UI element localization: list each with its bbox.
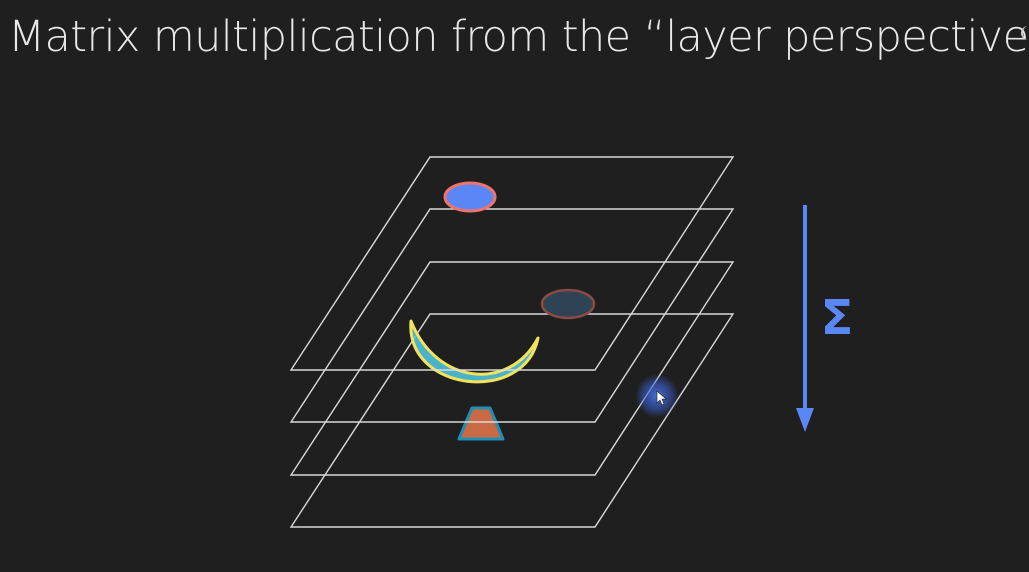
- layer-plane-1: [289, 156, 735, 371]
- layer-plane-4: [289, 313, 735, 528]
- sum-symbol: Σ: [821, 290, 854, 346]
- slide-title: Matrix multiplication from the “layer pe…: [8, 12, 1029, 62]
- faded-ellipse-shape: [540, 288, 596, 320]
- mouse-cursor-icon: [635, 374, 679, 418]
- title-overflow-glyph: [1021, 26, 1029, 40]
- layer-plane-3: [289, 261, 735, 476]
- blue-ellipse-shape: [443, 181, 497, 213]
- cyan-crescent-shape: [409, 319, 540, 384]
- orange-triangle-shape: [457, 406, 505, 441]
- down-arrow-icon: [796, 205, 814, 432]
- layer-plane-2: [289, 208, 735, 423]
